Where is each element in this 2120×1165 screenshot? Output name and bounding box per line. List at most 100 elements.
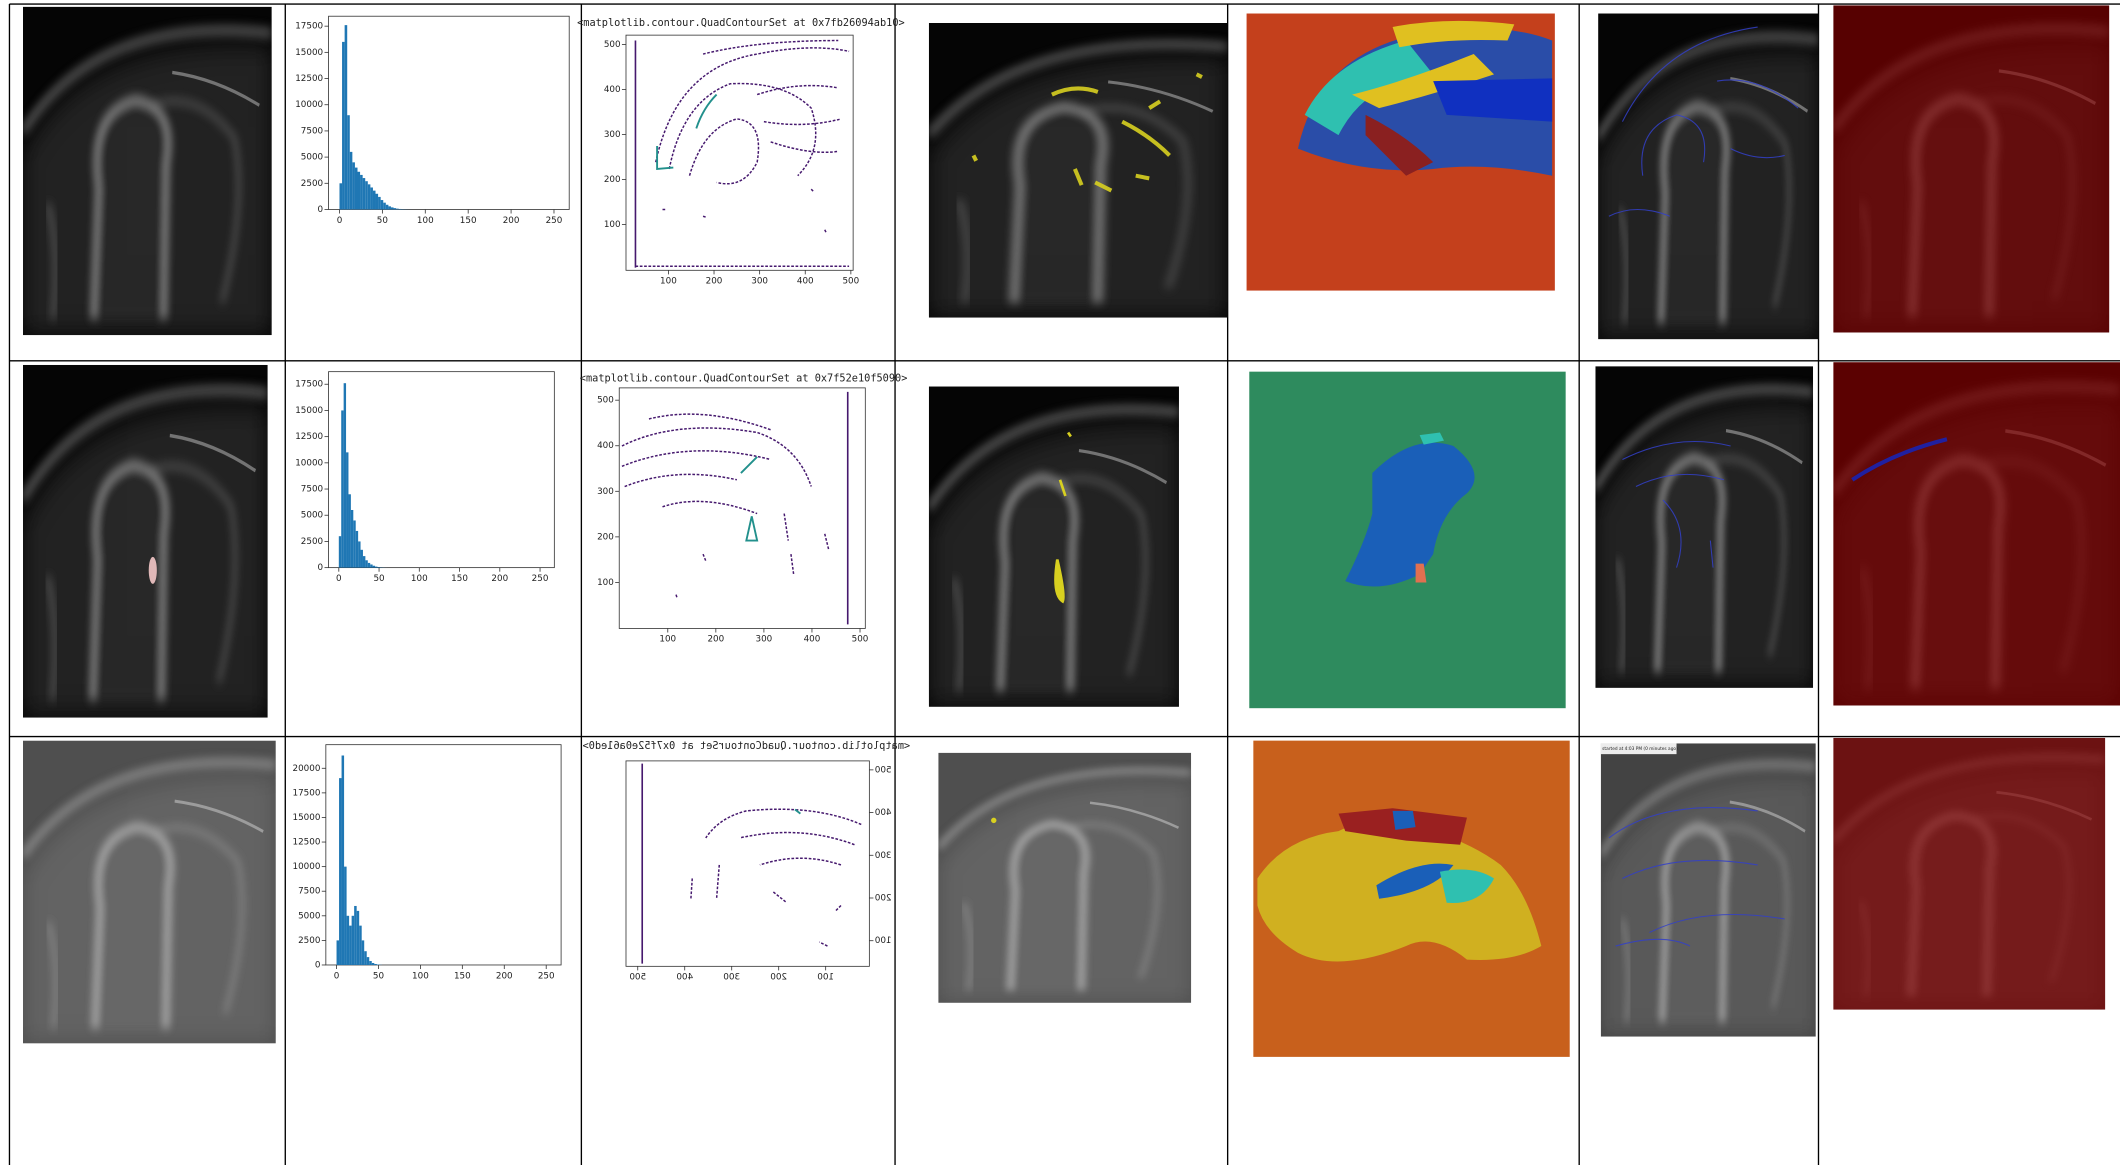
bar [383, 203, 386, 210]
plot-title: <matplotlib.contour.QuadContourSet at 0x… [580, 372, 908, 384]
x-tick-label: 100 [817, 973, 834, 983]
y-tick-label: 100 [597, 578, 614, 588]
bar [368, 563, 370, 568]
bar [360, 175, 363, 210]
x-tick-label: 200 [491, 574, 508, 584]
bar [345, 25, 348, 209]
segmentation-map [1249, 372, 1565, 709]
bar [364, 951, 367, 965]
y-tick-label: 17500 [295, 22, 323, 32]
bar [369, 961, 372, 965]
bar [339, 536, 341, 567]
bar [339, 778, 342, 965]
bar [370, 564, 372, 567]
bar [376, 194, 379, 210]
x-tick-label: 50 [373, 971, 384, 981]
y-tick-label: 300 [597, 487, 614, 497]
y-tick-label: 5000 [298, 911, 320, 921]
bar [368, 184, 371, 209]
plot-title: <matplotlib.contour.QuadContourSet at 0x… [583, 740, 911, 752]
bar [365, 560, 367, 567]
bar [377, 567, 379, 568]
y-tick-label: 15000 [293, 813, 321, 823]
segmentation-map-part [1393, 811, 1416, 830]
x-tick-label: 400 [797, 277, 814, 287]
x-tick-label: 200 [706, 277, 723, 287]
mri-image [23, 741, 276, 1044]
x-tick-label: 0 [337, 216, 343, 226]
bar [363, 178, 366, 209]
bar [351, 510, 353, 568]
x-tick-label: 200 [503, 216, 520, 226]
y-tick-label: 17500 [293, 788, 321, 798]
x-tick-label: 200 [707, 635, 724, 645]
y-tick-label: 10000 [295, 458, 323, 468]
tint-overlay [1833, 5, 2109, 332]
bar [386, 205, 389, 210]
bar [375, 567, 377, 568]
y-tick-label: 0 [318, 563, 324, 573]
bar [372, 963, 375, 965]
x-tick-label: 300 [756, 635, 773, 645]
bar [352, 162, 355, 209]
segmentation-map [1253, 741, 1569, 1057]
mri-image [1598, 14, 1818, 340]
bar [378, 197, 381, 210]
bar [357, 911, 360, 965]
y-tick-label: 5000 [301, 153, 323, 163]
mri-image [23, 7, 272, 335]
y-tick-label: 12500 [293, 838, 321, 848]
mri-highlight [149, 557, 157, 584]
y-tick-label: 15000 [295, 48, 323, 58]
y-tick-label: 200 [604, 175, 621, 185]
x-tick-label: 500 [852, 635, 869, 645]
bar [353, 520, 355, 567]
bar [348, 494, 350, 567]
bar [365, 181, 368, 209]
y-tick-label: 100 [604, 220, 621, 230]
y-tick-label: 300 [604, 130, 621, 140]
x-tick-label: 400 [676, 973, 693, 983]
x-tick-label: 100 [412, 971, 429, 981]
tint-overlay [1833, 738, 2105, 1010]
y-tick-label: 12500 [295, 432, 323, 442]
x-tick-label: 400 [804, 635, 821, 645]
mri-image [23, 365, 268, 718]
y-tick-label: 400 [604, 85, 621, 95]
y-tick-label: 17500 [295, 380, 323, 390]
plot-area [329, 372, 555, 568]
y-tick-label: 2500 [301, 179, 323, 189]
y-tick-label: 20000 [293, 764, 321, 774]
x-tick-label: 150 [454, 971, 471, 981]
bar [349, 926, 352, 965]
bar [342, 42, 345, 210]
y-tick-label: 10000 [293, 862, 321, 872]
x-tick-label: 300 [751, 277, 768, 287]
x-tick-label: 250 [538, 971, 555, 981]
bar [381, 200, 384, 209]
bar [367, 957, 370, 965]
y-tick-label: 15000 [295, 406, 323, 416]
x-tick-label: 500 [842, 277, 859, 287]
y-tick-label: 400 [597, 441, 614, 451]
bar [374, 964, 377, 965]
x-tick-label: 200 [496, 971, 513, 981]
x-tick-label: 0 [336, 574, 342, 584]
x-tick-label: 100 [417, 216, 434, 226]
y-tick-label: 7500 [298, 887, 320, 897]
bar [358, 541, 360, 567]
y-tick-label: 400 [875, 808, 892, 818]
histogram: 0501001502002500250050007500100001250015… [295, 372, 554, 584]
bar [342, 755, 345, 964]
y-tick-label: 7500 [301, 126, 323, 136]
bar [373, 566, 375, 568]
bar [341, 410, 343, 567]
x-tick-label: 50 [373, 574, 384, 584]
x-tick-label: 250 [546, 216, 563, 226]
bar [352, 916, 355, 965]
bar [346, 452, 348, 567]
y-tick-label: 5000 [301, 511, 323, 521]
bar [359, 926, 362, 965]
